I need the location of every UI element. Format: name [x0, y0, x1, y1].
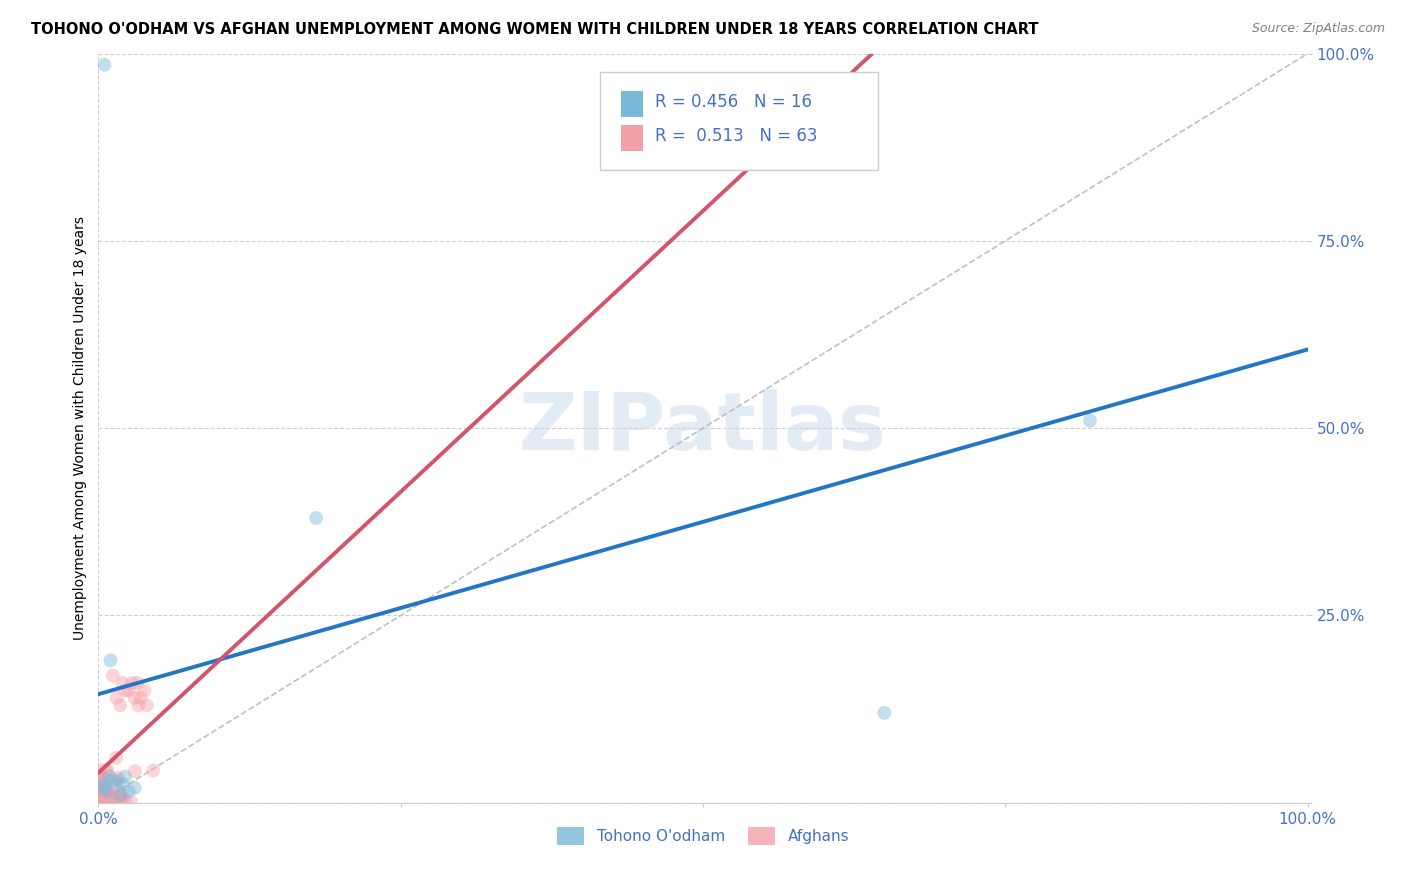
Point: [110, 786, 132, 800]
Text: TOHONO O'ODHAM VS AFGHAN UNEMPLOYMENT AMONG WOMEN WITH CHILDREN UNDER 18 YEARS C: TOHONO O'ODHAM VS AFGHAN UNEMPLOYMENT AM…: [31, 22, 1038, 37]
Point: [94, 786, 117, 800]
Point: [91, 794, 114, 808]
Point: [108, 789, 131, 803]
Point: [103, 790, 125, 805]
Point: [93, 773, 115, 788]
Point: [105, 771, 128, 785]
Point: [98, 788, 121, 802]
Point: [305, 511, 328, 525]
Point: [89, 777, 111, 791]
Point: [873, 706, 896, 720]
Point: [114, 770, 136, 784]
Point: [91, 782, 114, 797]
Point: [129, 690, 152, 705]
Point: [89, 763, 111, 777]
Legend: Tohono O'odham, Afghans: Tohono O'odham, Afghans: [551, 821, 855, 851]
Point: [89, 787, 111, 801]
Point: [87, 779, 110, 793]
Text: R = 0.456   N = 16: R = 0.456 N = 16: [655, 94, 811, 112]
Point: [112, 789, 135, 803]
Point: [103, 776, 125, 790]
Point: [96, 792, 118, 806]
Point: [105, 751, 128, 765]
Text: R =  0.513   N = 63: R = 0.513 N = 63: [655, 127, 817, 145]
Point: [142, 764, 165, 778]
Point: [91, 780, 114, 795]
Point: [135, 698, 157, 713]
Point: [91, 780, 114, 795]
Point: [120, 795, 142, 809]
Point: [111, 676, 134, 690]
Point: [114, 794, 136, 808]
Point: [93, 781, 115, 796]
Point: [105, 791, 128, 805]
Point: [96, 784, 118, 798]
Point: [89, 789, 111, 803]
Point: [100, 792, 122, 806]
Point: [94, 792, 117, 806]
FancyBboxPatch shape: [600, 72, 879, 169]
Point: [101, 773, 124, 788]
Point: [89, 789, 111, 804]
Point: [98, 770, 121, 784]
Point: [90, 768, 112, 782]
Point: [96, 791, 118, 805]
Point: [96, 788, 118, 802]
Point: [127, 698, 149, 713]
Point: [89, 769, 111, 783]
Point: [124, 780, 146, 795]
Point: [90, 795, 112, 809]
Text: Source: ZipAtlas.com: Source: ZipAtlas.com: [1251, 22, 1385, 36]
Point: [93, 777, 115, 791]
Bar: [621, 91, 643, 117]
Point: [107, 793, 129, 807]
Point: [101, 668, 124, 682]
Point: [100, 653, 122, 667]
Point: [111, 777, 134, 791]
Point: [105, 690, 128, 705]
Bar: [621, 125, 643, 151]
Point: [90, 769, 112, 783]
Point: [105, 777, 128, 791]
Point: [124, 764, 146, 779]
Text: ZIPatlas: ZIPatlas: [519, 389, 887, 467]
Point: [98, 789, 121, 804]
Point: [91, 796, 114, 810]
Point: [124, 690, 146, 705]
Point: [94, 792, 117, 806]
Point: [118, 784, 141, 798]
Point: [98, 795, 121, 809]
Point: [108, 698, 131, 713]
Point: [93, 785, 115, 799]
Y-axis label: Unemployment Among Women with Children Under 18 years: Unemployment Among Women with Children U…: [73, 216, 87, 640]
Point: [96, 764, 118, 779]
Point: [96, 762, 118, 776]
Point: [107, 789, 129, 804]
Point: [127, 676, 149, 690]
Point: [110, 792, 132, 806]
Point: [89, 788, 111, 802]
Point: [93, 795, 115, 809]
Point: [118, 683, 141, 698]
Point: [93, 58, 115, 72]
Point: [121, 676, 143, 690]
Point: [114, 683, 136, 698]
Point: [93, 794, 115, 808]
Point: [134, 683, 156, 698]
Point: [96, 784, 118, 798]
Point: [93, 793, 115, 807]
Point: [107, 773, 129, 788]
Point: [90, 791, 112, 805]
Point: [1078, 414, 1101, 428]
